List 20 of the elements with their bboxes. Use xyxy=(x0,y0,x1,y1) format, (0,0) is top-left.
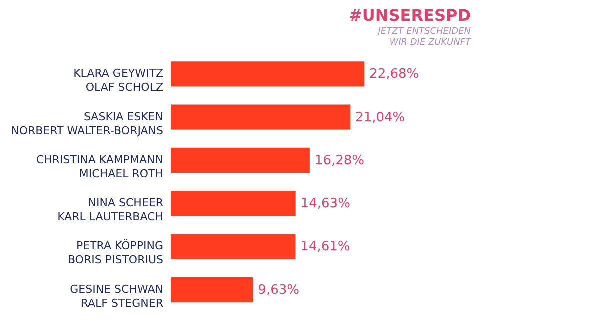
bar xyxy=(171,148,310,173)
data-label: 16,28% xyxy=(314,153,365,168)
data-label: 21,04% xyxy=(356,110,406,126)
data-label: 14,61% xyxy=(300,240,350,255)
bar xyxy=(171,104,351,130)
y-tick-label: CHRISTINA KAMPMANN MICHAEL ROTH xyxy=(36,153,164,180)
y-tick-label: SASKIA ESKEN NORBERT WALTER-BORJANS xyxy=(11,110,164,138)
bar xyxy=(171,234,296,260)
y-tick-label: KLARA GEYWITZ OLAF SCHOLZ xyxy=(74,67,164,94)
text: JETZT ENTSCHEIDEN WIR DIE ZUKUNFT xyxy=(376,27,472,48)
data-label: 14,63% xyxy=(300,196,350,212)
text: #UNSERESPD xyxy=(348,6,471,25)
data-label: 22,68% xyxy=(370,67,420,82)
y-tick-label: GESINE SCHWAN RALF STEGNER xyxy=(70,282,164,310)
y-tick-label: NINA SCHEER KARL LAUTERBACH xyxy=(58,196,164,224)
bar xyxy=(171,62,365,87)
y-tick-label: PETRA KÖPPING BORIS PISTORIUS xyxy=(68,238,164,267)
data-label: 9,63% xyxy=(258,282,300,298)
bar xyxy=(171,277,254,302)
bar xyxy=(171,191,296,216)
